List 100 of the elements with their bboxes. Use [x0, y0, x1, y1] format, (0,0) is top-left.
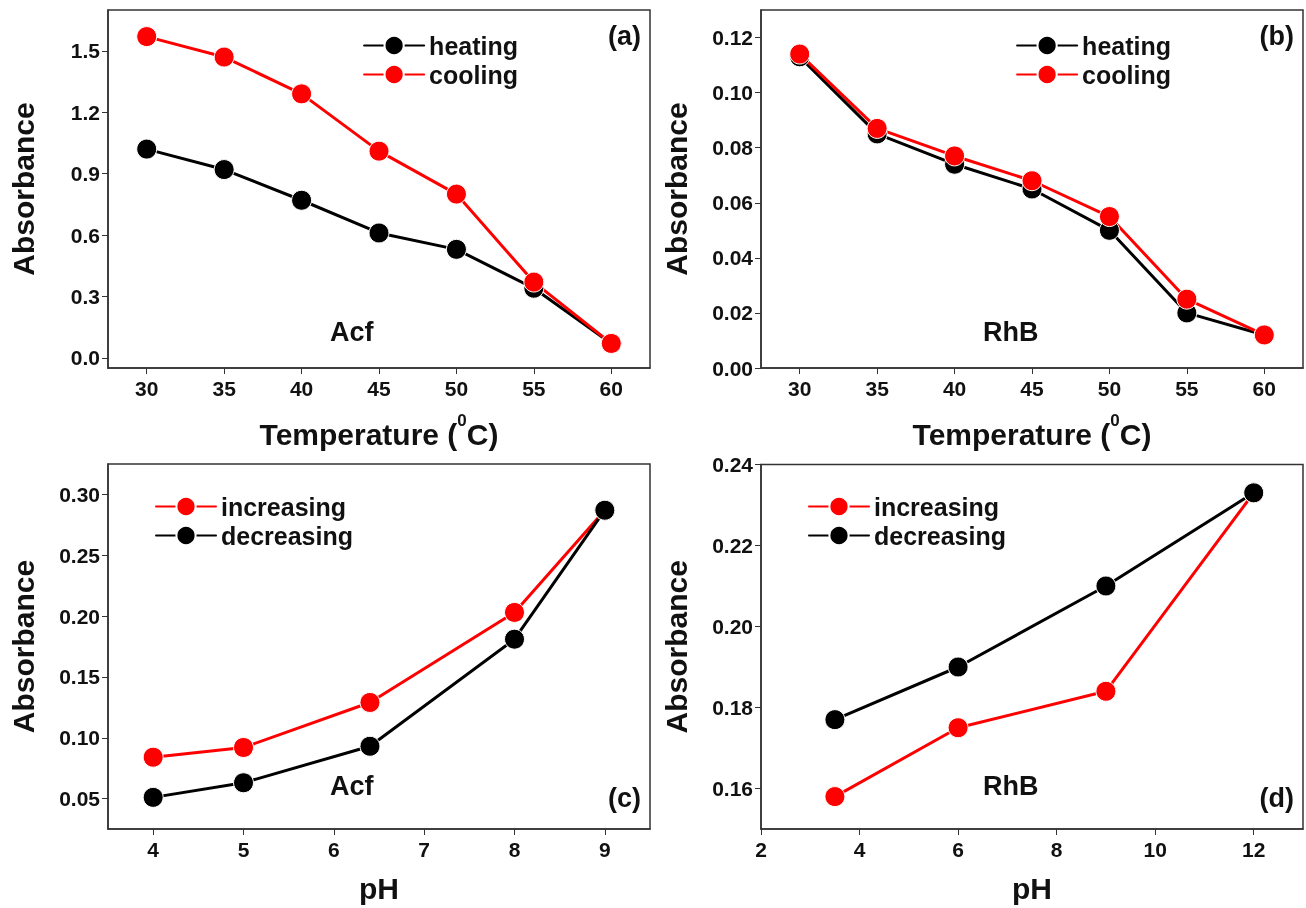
- point: [233, 772, 254, 794]
- x-axis-title: pH: [1012, 871, 1052, 905]
- point: [1095, 680, 1117, 702]
- x-tick-label: 8: [1050, 838, 1063, 861]
- y-tick-label: 0.04: [712, 246, 754, 270]
- y-tick-label: 0.02: [712, 301, 753, 325]
- y-tick-label: 0.3: [70, 284, 100, 308]
- y-tick-label: 1.5: [70, 39, 101, 63]
- y-axis-title: Absorbance: [659, 560, 693, 734]
- y-tick-label: 0.15: [59, 665, 101, 689]
- y-tick-label: 0.0: [70, 346, 100, 370]
- point: [445, 183, 467, 205]
- point: [523, 271, 545, 293]
- y-tick-label: 0.25: [59, 543, 101, 567]
- point: [1021, 170, 1043, 192]
- point: [368, 222, 390, 244]
- x-tick-label: 9: [598, 838, 611, 861]
- point: [504, 601, 525, 623]
- x-tick-label: 30: [788, 377, 812, 400]
- y-tick-label: 0.00: [712, 356, 753, 380]
- x-tick-label: 40: [289, 377, 314, 400]
- point: [824, 709, 846, 731]
- x-tick-label: 60: [1252, 377, 1276, 400]
- point: [866, 117, 888, 139]
- legend-label: increasing: [221, 492, 347, 521]
- y-axis-title: Absorbance: [6, 102, 40, 276]
- y-tick-label: 0.20: [712, 615, 753, 638]
- y-tick-label: 0.20: [59, 604, 100, 628]
- y-tick-label: 0.18: [712, 696, 754, 719]
- point: [142, 746, 164, 768]
- x-tick-label: 7: [418, 838, 431, 861]
- legend-label: heating: [1082, 31, 1172, 60]
- point: [947, 656, 969, 678]
- y-tick-label: 0.12: [712, 26, 753, 50]
- x-tick-label: 2: [755, 838, 767, 861]
- x-tick-label: 60: [599, 377, 623, 400]
- x-tick-label: 45: [1020, 377, 1044, 400]
- point: [359, 735, 381, 757]
- annotation: Acf: [330, 770, 375, 801]
- legend-label: decreasing: [874, 521, 1007, 550]
- annotation: RhB: [983, 770, 1039, 801]
- y-tick-label: 0.10: [59, 726, 100, 750]
- x-tick-label: 45: [367, 377, 391, 400]
- annotation: (d): [1259, 782, 1295, 813]
- x-tick-label: 50: [444, 377, 469, 400]
- point: [944, 145, 966, 167]
- x-tick-label: 55: [1175, 377, 1199, 400]
- point: [136, 138, 158, 160]
- x-tick-label: 50: [1097, 377, 1122, 400]
- point: [359, 691, 381, 713]
- x-tick-label: 30: [135, 377, 159, 400]
- point: [1098, 206, 1120, 228]
- point: [136, 26, 158, 48]
- x-tick-label: 8: [508, 838, 521, 861]
- point: [291, 83, 313, 105]
- point: [213, 159, 235, 181]
- x-tick-label: 4: [147, 838, 160, 861]
- x-axis-title: pH: [359, 871, 399, 905]
- point: [1095, 575, 1117, 597]
- point: [824, 786, 846, 808]
- point: [213, 46, 235, 68]
- point: [142, 786, 164, 808]
- y-tick-label: 0.16: [712, 777, 753, 800]
- x-tick-label: 12: [1242, 838, 1266, 861]
- point: [233, 736, 254, 758]
- y-tick-label: 0.06: [712, 191, 753, 215]
- y-tick-label: 0.22: [712, 534, 753, 557]
- legend-label: cooling: [1082, 60, 1171, 89]
- y-tick-label: 0.08: [712, 136, 754, 160]
- x-tick-label: 4: [853, 838, 866, 861]
- point: [445, 238, 467, 260]
- annotation: (b): [1259, 20, 1295, 51]
- annotation: Acf: [330, 316, 375, 347]
- y-axis-title: Absorbance: [659, 102, 693, 276]
- x-tick-label: 5: [237, 838, 250, 861]
- legend-label: heating: [429, 31, 519, 60]
- annotation: RhB: [983, 316, 1039, 347]
- y-tick-label: 1.2: [70, 100, 100, 124]
- x-tick-label: 55: [522, 377, 546, 400]
- x-tick-label: 6: [327, 838, 340, 861]
- legend-label: increasing: [874, 492, 1000, 521]
- y-tick-label: 0.24: [712, 453, 754, 476]
- point: [291, 189, 313, 211]
- point: [947, 717, 969, 739]
- point: [368, 140, 390, 162]
- y-tick-label: 0.6: [70, 223, 100, 247]
- y-tick-label: 0.10: [712, 81, 753, 105]
- point: [1176, 288, 1198, 310]
- y-tick-label: 0.9: [70, 162, 100, 186]
- y-tick-label: 0.30: [59, 482, 100, 506]
- point: [504, 628, 525, 650]
- y-axis-title: Absorbance: [6, 559, 40, 734]
- x-tick-label: 35: [865, 377, 890, 400]
- legend-label: cooling: [429, 60, 518, 89]
- x-tick-label: 6: [952, 838, 964, 861]
- annotation: (a): [608, 20, 641, 51]
- annotation: (c): [608, 782, 641, 813]
- y-tick-label: 0.05: [59, 787, 101, 811]
- x-tick-label: 10: [1143, 838, 1167, 861]
- x-tick-label: 35: [212, 377, 237, 400]
